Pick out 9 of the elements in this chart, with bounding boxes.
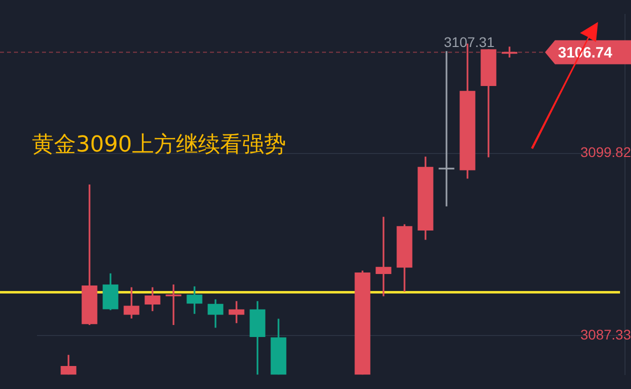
text: 黄金3090上方继续看强势 bbox=[32, 132, 286, 158]
candlestick bbox=[376, 216, 392, 296]
annotation: 3107.31 bbox=[444, 34, 495, 50]
candlestick bbox=[438, 51, 454, 206]
y-tick-label: 3099.82 bbox=[580, 144, 631, 160]
candlestick bbox=[166, 284, 182, 325]
candlestick bbox=[228, 301, 244, 324]
ref-line-label: 3106.74 bbox=[558, 44, 613, 62]
y-tick-label: 3087.33 bbox=[580, 326, 631, 343]
